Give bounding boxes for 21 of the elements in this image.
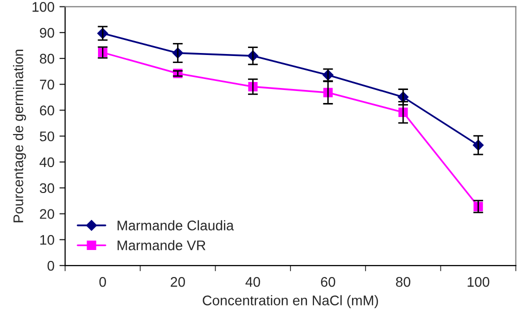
- x-tick-label: 40: [246, 277, 260, 287]
- legend-label: Marmande VR: [118, 240, 206, 250]
- x-tick-label: 100: [468, 277, 490, 287]
- y-tick-label: 60: [40, 106, 54, 116]
- x-axis-title: Concentration en NaCl (mM): [202, 295, 378, 308]
- y-tick-label: 30: [40, 183, 54, 194]
- y-tick-label: 40: [40, 157, 54, 168]
- x-tick-label: 80: [396, 277, 410, 287]
- x-tick-label: 0: [99, 277, 106, 287]
- y-tick-label: 100: [32, 2, 54, 12]
- y-tick-label: 70: [40, 80, 54, 90]
- x-tick-label: 20: [170, 277, 185, 287]
- y-tick-label: 10: [40, 234, 54, 245]
- y-tick-label: 0: [48, 260, 54, 271]
- y-tick-label: 80: [40, 54, 54, 64]
- legend-label: Marmande Claudia: [118, 220, 234, 230]
- y-axis-title: Pourcentage de germination: [13, 50, 26, 222]
- y-tick-label: 90: [40, 28, 54, 38]
- x-tick-label: 60: [320, 277, 336, 287]
- y-tick-label: 20: [40, 209, 54, 219]
- y-tick-label: 50: [40, 131, 54, 142]
